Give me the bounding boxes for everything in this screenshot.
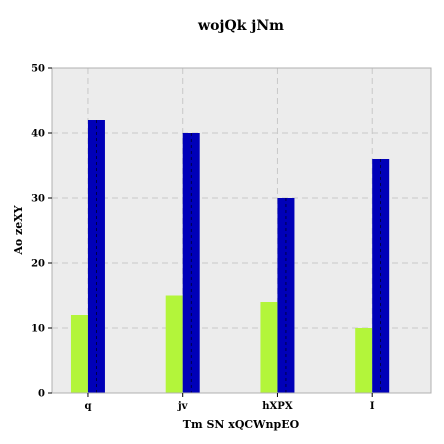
chart-title: wojQk jNm <box>197 18 284 34</box>
y-axis-label: Ao zeXY <box>12 205 25 255</box>
x-tick-label-3: I <box>370 401 375 412</box>
y-tick-label-3: 30 <box>31 194 45 205</box>
bar-series0-hXPX <box>260 302 277 393</box>
bar-series0-jv <box>166 296 183 394</box>
x-tick-label-0: q <box>84 401 91 412</box>
y-axis-ticks: 0 10 20 30 40 50 <box>31 64 52 400</box>
x-tick-label-2: hXPX <box>262 401 293 412</box>
bar-series0-I <box>355 328 372 393</box>
y-tick-label-2: 20 <box>31 259 45 270</box>
y-tick-label-4: 40 <box>31 129 45 140</box>
x-axis-ticks: q jv hXPX I <box>84 393 374 412</box>
bar-series0-q <box>71 315 88 393</box>
x-tick-label-1: jv <box>177 401 189 412</box>
bar-series1-q <box>88 120 105 393</box>
y-tick-label-0: 0 <box>38 389 45 400</box>
x-axis-label: Tm SN xQCWnpEO <box>183 418 300 431</box>
y-tick-label-5: 50 <box>31 64 45 75</box>
y-tick-label-1: 10 <box>31 324 45 335</box>
